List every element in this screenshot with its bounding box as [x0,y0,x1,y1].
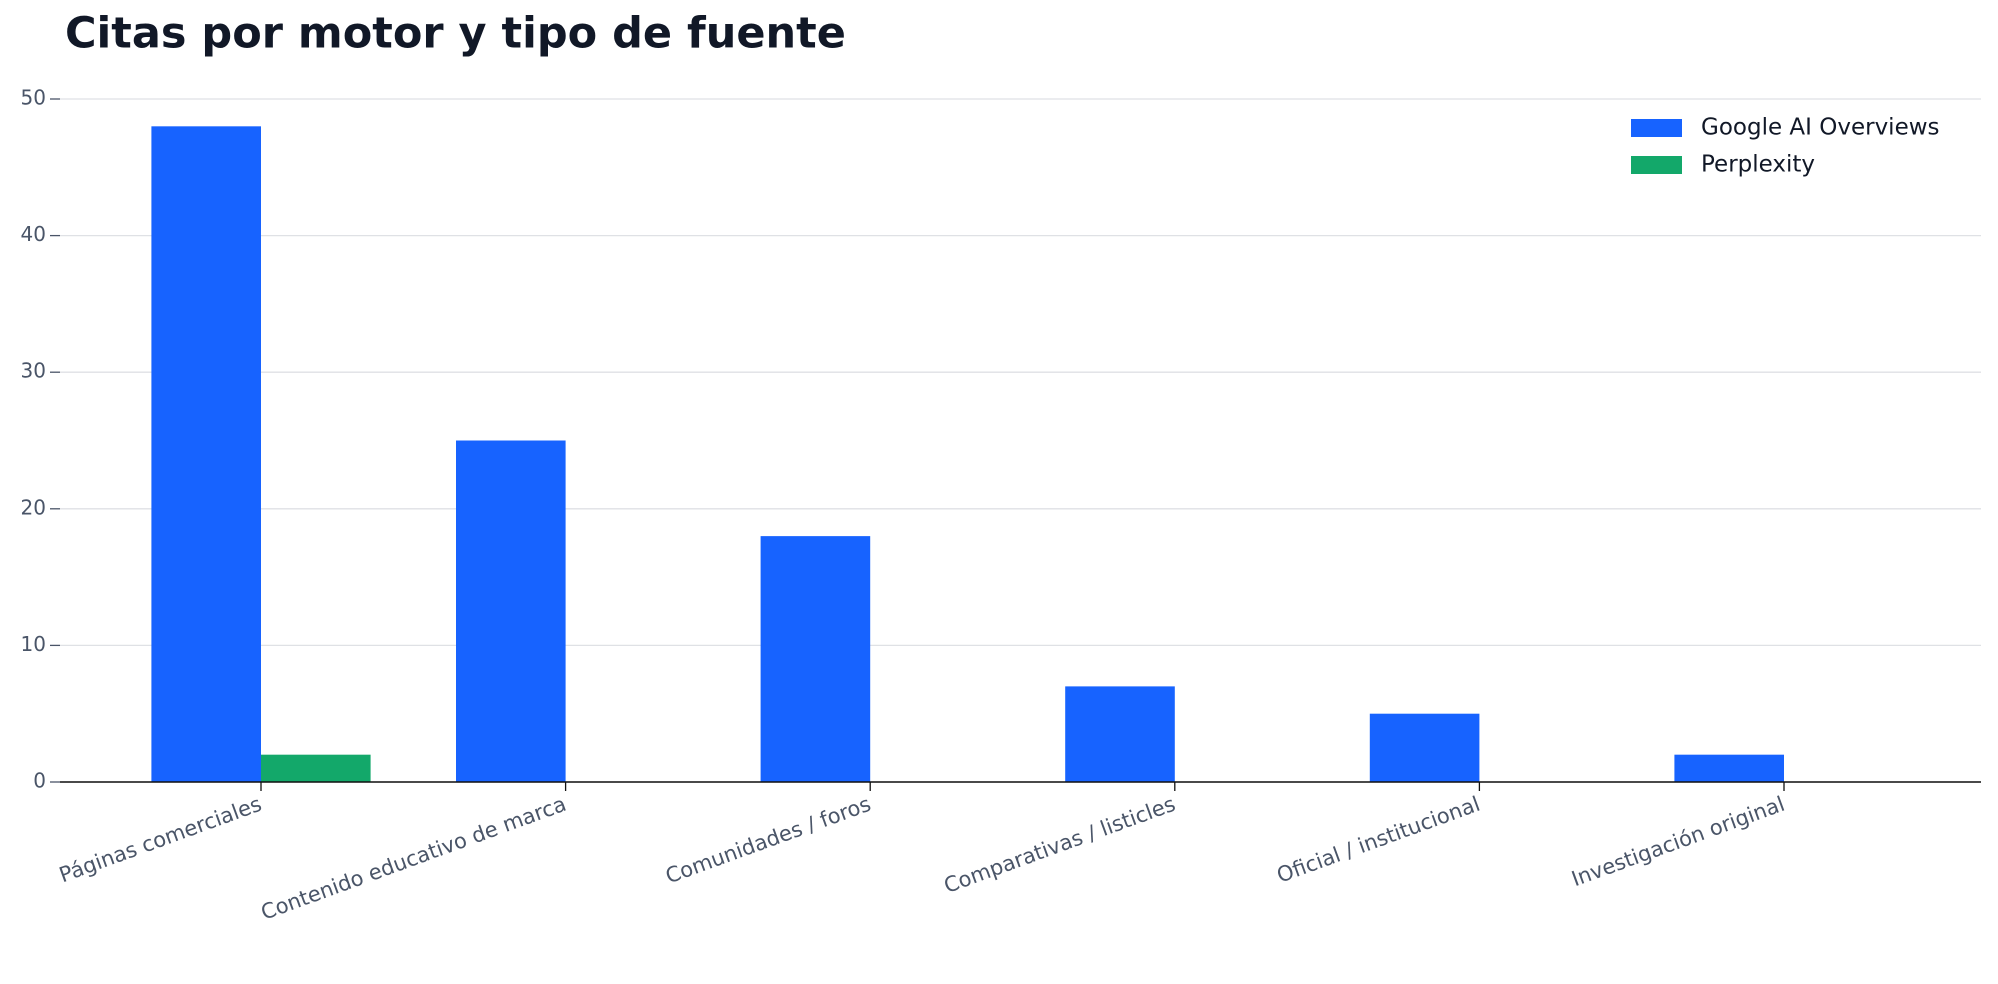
y-tick-label: 50 [21,86,46,110]
x-tick-label: Páginas comerciales [56,792,265,888]
bar [1369,713,1480,782]
legend-label: Perplexity [1701,152,1815,178]
legend-swatch [1631,119,1682,137]
y-tick-label: 20 [21,495,46,519]
x-tick-label: Comunidades / foros [662,792,874,889]
bar [151,126,261,782]
legend-swatch [1631,156,1682,174]
x-tick-label: Oficial / institucional [1274,792,1484,888]
bar [1674,754,1784,782]
y-tick-label: 10 [21,632,46,656]
x-tick-label: Investigación original [1568,792,1787,891]
x-tick-label: Comparativas / listicles [941,792,1179,898]
y-tick-label: 40 [21,222,46,246]
y-tick-label: 30 [21,359,46,383]
bar [760,536,871,782]
bar [456,440,566,782]
bar [261,754,371,782]
legend-label: Google AI Overviews [1701,115,1940,141]
chart-title: Citas por motor y tipo de fuente [65,9,846,59]
bar [1065,686,1175,782]
y-tick-label: 0 [33,769,46,793]
x-tick-label: Contenido educativo de marca [258,792,570,925]
